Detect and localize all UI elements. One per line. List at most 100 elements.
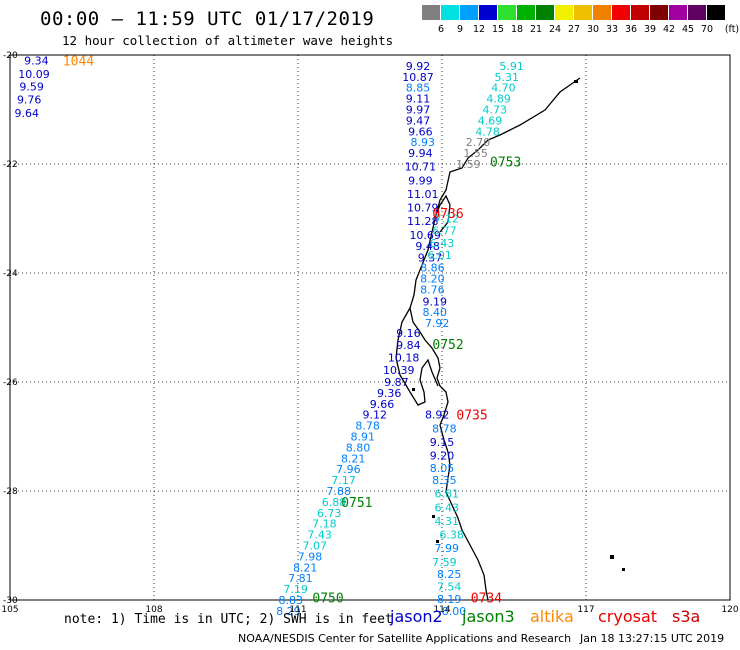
wave-height-value: 9.37 xyxy=(418,252,443,265)
wave-height-value: 7.96 xyxy=(336,463,361,476)
colorbar-swatch xyxy=(593,5,611,20)
pass-number-label: 1044 xyxy=(63,54,94,69)
wave-height-value: 9.66 xyxy=(408,125,433,138)
colorbar-label: 42 xyxy=(662,24,676,35)
wave-height-value: 6.73 xyxy=(317,507,342,520)
wave-height-value: 9.47 xyxy=(406,114,431,127)
wave-height-value: 9.92 xyxy=(406,60,431,73)
wave-height-value: 7.12 xyxy=(435,213,460,226)
wave-height-value: 10.87 xyxy=(402,71,434,84)
wave-height-value: 9.16 xyxy=(396,327,421,340)
wave-height-value: 6.81 xyxy=(435,488,460,501)
generated-timestamp: Jan 18 13:27:15 UTC 2019 xyxy=(580,632,725,645)
colorbar-swatch xyxy=(707,5,725,20)
wave-height-value: 4.89 xyxy=(486,93,511,106)
wave-height-value: 10.18 xyxy=(388,351,420,364)
colorbar-swatch xyxy=(574,5,592,20)
mission-altika: altika xyxy=(530,607,574,626)
wave-height-value: 8.78 xyxy=(355,420,380,433)
mission-cryosat: cryosat xyxy=(598,607,658,626)
colorbar-label: 30 xyxy=(586,24,600,35)
credit-text: NOAA/NESDIS Center for Satellite Applica… xyxy=(238,632,572,645)
wave-height-value: 2.70 xyxy=(466,136,491,149)
colorbar-swatch xyxy=(669,5,687,20)
colorbar-swatch xyxy=(460,5,478,20)
wave-height-value: 6.43 xyxy=(435,501,460,514)
wave-height-value: 8.80 xyxy=(346,441,371,454)
wave-height-value: 8.21 xyxy=(341,452,366,465)
wave-height-value: 7.17 xyxy=(331,474,356,487)
pass-number-label: 0736 xyxy=(432,207,463,222)
track-0735: 8.928.789.159.208.058.356.816.434.316.38… xyxy=(425,409,466,618)
map-frame xyxy=(9,54,731,601)
pass-label-layer: 1044 0753 0736 0752 0735 0751 0750 0734 xyxy=(63,54,522,606)
wave-height-value: 9.66 xyxy=(370,398,395,411)
wave-height-value: 7.54 xyxy=(437,580,462,593)
wave-height-value: 6.43 xyxy=(430,237,455,250)
lon-tick-label: 114 xyxy=(433,605,450,615)
lat-tick-label: -26 xyxy=(3,378,18,388)
wave-height-value: 10.71 xyxy=(405,161,437,174)
colorbar-label: 24 xyxy=(548,24,562,35)
pass-number-label: 0751 xyxy=(341,496,372,511)
lon-tick-label: 117 xyxy=(577,605,594,615)
wave-height-value: 9.64 xyxy=(15,107,40,120)
wave-height-value: 7.43 xyxy=(307,529,332,542)
colorbar-label: 9 xyxy=(456,24,464,35)
track-0752: 9.169.8410.1810.399.879.369.669.128.788.… xyxy=(276,327,421,618)
wave-height-value: 8.19 xyxy=(437,593,462,606)
mission-jason3: jason3 xyxy=(462,607,515,626)
shark-bay-peninsula xyxy=(395,307,439,406)
wave-height-value: 10.39 xyxy=(383,364,415,377)
wave-height-value: 8.00 xyxy=(442,605,467,618)
wave-height-value: 9.48 xyxy=(415,240,440,253)
north-west-cape xyxy=(435,194,451,233)
colorbar-swatch xyxy=(479,5,497,20)
wave-height-value: 7.19 xyxy=(283,583,308,596)
wave-height-value: 8.76 xyxy=(420,283,445,296)
colorbar-swatch xyxy=(536,5,554,20)
wave-height-value: 8.83 xyxy=(279,594,304,607)
wave-height-value: 6.88 xyxy=(322,496,347,509)
lon-tick-label: 108 xyxy=(145,605,162,615)
wave-height-value: 4.31 xyxy=(435,515,460,528)
wave-height-value: 10.09 xyxy=(18,68,50,81)
colorbar-swatch xyxy=(441,5,459,20)
wave-height-value: 5.91 xyxy=(499,60,524,73)
colorbar-swatch xyxy=(650,5,668,20)
wave-height-value: 8.40 xyxy=(423,306,448,319)
wave-height-value: 8.93 xyxy=(411,136,436,149)
track-0736-light: 7.126.776.436.018.868.208.769.198.407.92 xyxy=(420,213,459,331)
wave-height-value: 7.81 xyxy=(288,572,313,585)
wave-height-value: 8.92 xyxy=(425,409,450,422)
track-0736-dark: 9.9210.878.859.119.979.479.668.939.9410.… xyxy=(402,60,442,265)
page-subtitle: 12 hour collection of altimeter wave hei… xyxy=(62,33,394,48)
colorbar-label: 45 xyxy=(681,24,695,35)
colorbar-label: 36 xyxy=(624,24,638,35)
footer-note: note: 1) Time is in UTC; 2) SWH is in fe… xyxy=(64,612,393,627)
wave-height-value: 7.88 xyxy=(327,485,352,498)
wave-height-value: 11.28 xyxy=(407,215,439,228)
pass-number-label: 0753 xyxy=(490,155,521,170)
altimeter-track-layer: 9.3410.099.599.769.645.915.314.704.894.7… xyxy=(15,54,524,617)
map-grid xyxy=(9,54,731,601)
colorbar-label: 21 xyxy=(529,24,543,35)
wave-height-value: 7.98 xyxy=(298,550,323,563)
colorbar-swatch xyxy=(422,5,440,20)
wave-height-value: 8.29 xyxy=(276,605,301,618)
wave-height-value: 8.85 xyxy=(406,82,431,95)
pass-number-label: 0734 xyxy=(471,591,502,606)
wave-height-value: 9.94 xyxy=(408,147,433,160)
wave-height-value: 6.01 xyxy=(427,249,452,262)
wave-height-value: 8.91 xyxy=(351,431,376,444)
colorbar-swatch xyxy=(555,5,573,20)
wave-height-value: 8.20 xyxy=(420,272,445,285)
wave-height-value: 9.36 xyxy=(377,387,402,400)
colorbar-swatch xyxy=(688,5,706,20)
wave-height-value: 4.69 xyxy=(478,114,503,127)
wave-height-value: 9.84 xyxy=(396,339,421,352)
australia-coastline xyxy=(409,77,581,601)
colorbar-label: 33 xyxy=(605,24,619,35)
axis-labels: 105 108 111 114 117 120 -20 -22 -24 -26 -28 -30 xyxy=(1,51,738,615)
colorbar-label: 12 xyxy=(472,24,486,35)
